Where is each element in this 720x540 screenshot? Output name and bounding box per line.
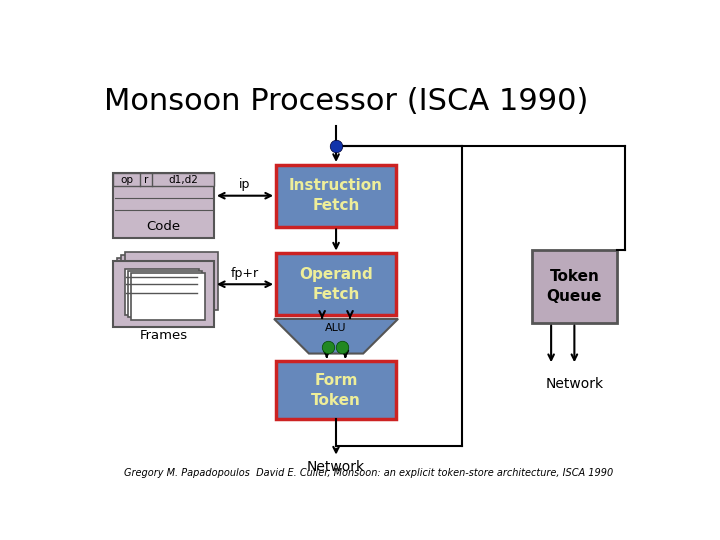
Bar [113, 173, 214, 238]
Bar [532, 249, 617, 323]
Text: ip: ip [239, 178, 251, 191]
Bar [125, 269, 199, 315]
Text: d1,d2: d1,d2 [168, 174, 198, 185]
Bar [113, 173, 214, 186]
Text: Monsoon Processor (ISCA 1990): Monsoon Processor (ISCA 1990) [104, 87, 588, 116]
Bar [117, 258, 210, 316]
Bar [276, 165, 396, 226]
Bar [131, 273, 204, 320]
Text: Instruction
Fetch: Instruction Fetch [289, 178, 383, 213]
Bar [121, 255, 214, 313]
Text: Form
Token: Form Token [311, 373, 361, 408]
Bar [113, 261, 214, 327]
Text: r: r [143, 174, 148, 185]
Bar [125, 252, 218, 309]
Text: op: op [120, 174, 133, 185]
Bar [128, 271, 202, 318]
Text: Operand
Fetch: Operand Fetch [300, 267, 373, 302]
Bar [276, 361, 396, 419]
Text: Code: Code [147, 220, 181, 233]
Text: Network: Network [545, 377, 603, 390]
Text: ALU: ALU [325, 323, 347, 333]
Bar [276, 253, 396, 315]
Text: Frames: Frames [140, 329, 188, 342]
Text: Gregory M. Papadopoulos  David E. Culler, Monsoon: an explicit token-store archi: Gregory M. Papadopoulos David E. Culler,… [125, 468, 613, 478]
Text: Network: Network [307, 460, 365, 474]
Text: fp+r: fp+r [231, 267, 259, 280]
Text: Token
Queue: Token Queue [546, 269, 602, 303]
Polygon shape [274, 319, 398, 354]
